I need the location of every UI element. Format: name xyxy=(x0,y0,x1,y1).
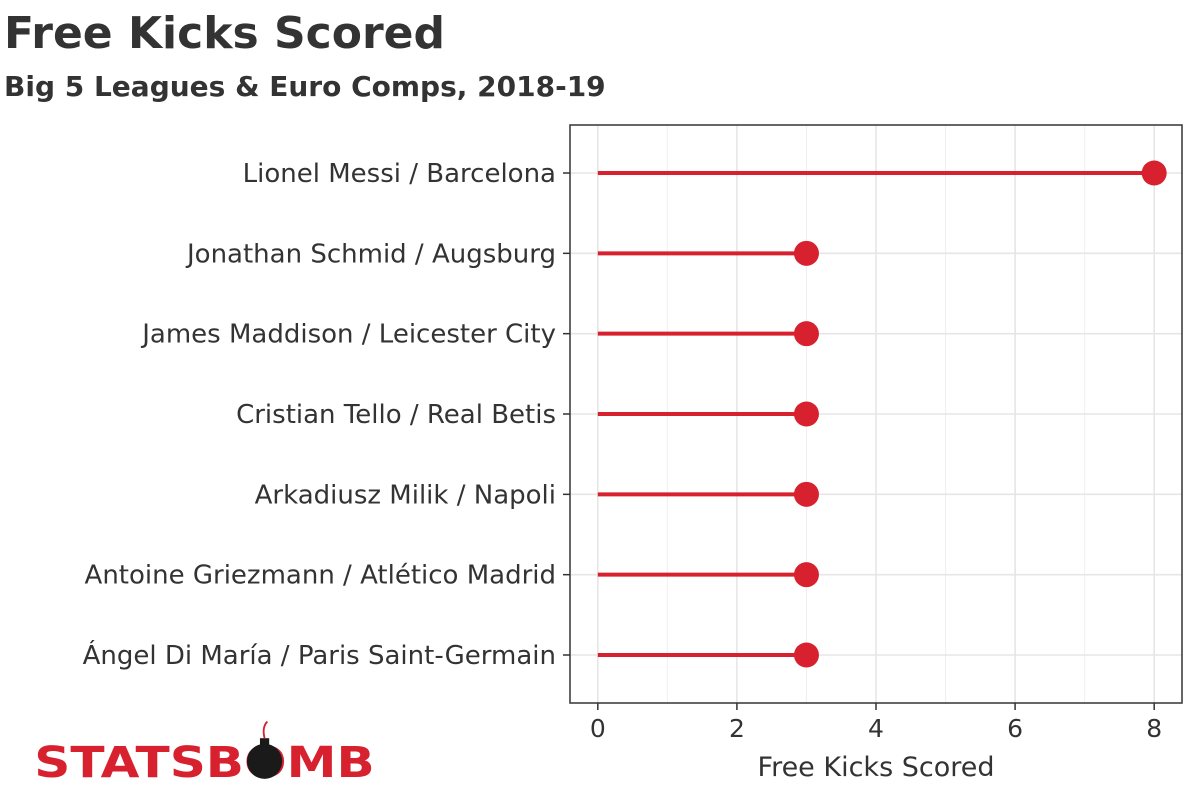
lollipop-dot xyxy=(793,642,819,668)
x-tick-label: 4 xyxy=(868,714,884,743)
y-tick-label: Arkadiusz Milik / Napoli xyxy=(255,480,556,510)
x-tick-label: 2 xyxy=(729,714,745,743)
chart-subtitle: Big 5 Leagues & Euro Comps, 2018-19 xyxy=(4,70,606,103)
lollipop-dot xyxy=(793,562,819,588)
y-tick-label: Lionel Messi / Barcelona xyxy=(243,159,556,189)
x-tick-label: 0 xyxy=(590,714,606,743)
logo-wordmark: STATSBOMB xyxy=(34,739,374,788)
x-tick-label: 6 xyxy=(1007,714,1023,743)
y-tick-label: Jonathan Schmid / Augsburg xyxy=(185,239,556,269)
x-axis-title: Free Kicks Scored xyxy=(758,752,995,783)
lollipop-dot xyxy=(793,481,819,507)
lollipop-dot xyxy=(793,401,819,427)
x-axis: 0 2 4 6 8 xyxy=(590,703,1162,743)
y-tick-label: Ángel Di María / Paris Saint-Germain xyxy=(83,639,556,671)
statsbomb-logo: STATSBOMB xyxy=(34,720,375,788)
y-tick-label: Antoine Griezmann / Atlético Madrid xyxy=(85,561,556,591)
x-tick-label: 8 xyxy=(1146,714,1162,743)
y-tick-label: Cristian Tello / Real Betis xyxy=(236,400,556,430)
lollipop-dot xyxy=(793,240,819,266)
chart-title: Free Kicks Scored xyxy=(4,8,446,59)
lollipop-stems xyxy=(597,171,1155,657)
grid-lines xyxy=(570,125,1182,703)
y-axis: Lionel Messi / Barcelona Jonathan Schmid … xyxy=(83,159,570,671)
lollipop-dot xyxy=(1141,160,1167,186)
lollipop-dot xyxy=(793,321,819,347)
bomb-icon xyxy=(247,720,283,779)
y-tick-label: James Maddison / Leicester City xyxy=(140,320,556,350)
lollipop-dots xyxy=(793,160,1167,668)
